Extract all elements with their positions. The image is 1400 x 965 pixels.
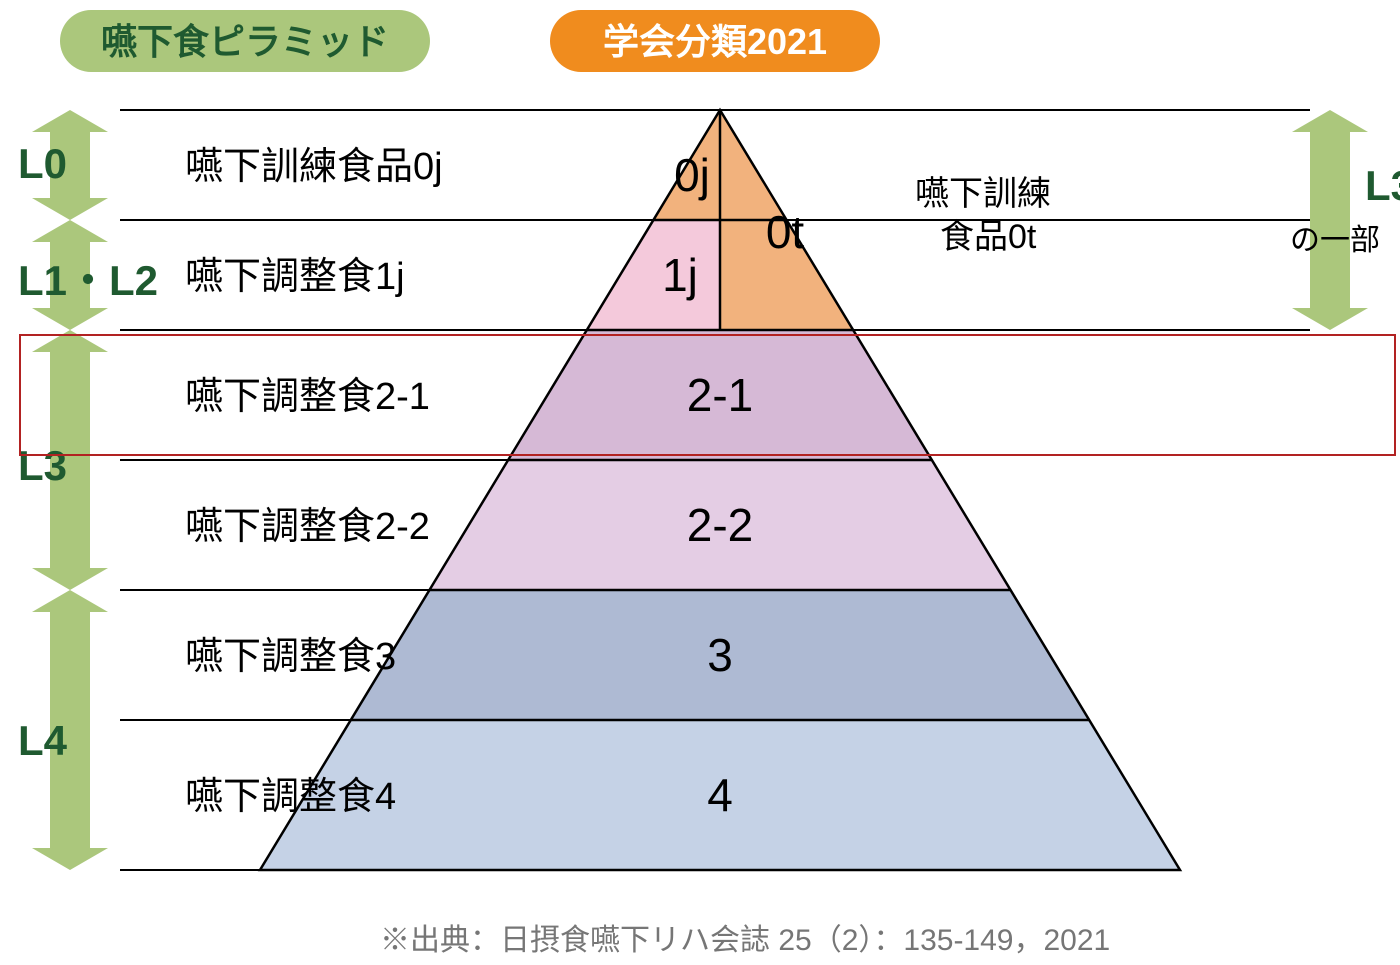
row-label-4: 嚥下調整食4	[185, 776, 396, 818]
level-label-left: L0	[18, 140, 67, 187]
code-1j: 1j	[662, 249, 698, 301]
code-2-1: 2-1	[687, 369, 753, 421]
level-label-left: L4	[18, 717, 68, 764]
row-label-1j: 嚥下調整食1j	[185, 256, 405, 298]
code-0j: 0j	[674, 149, 710, 201]
code-3: 3	[707, 629, 733, 681]
code-2-2: 2-2	[687, 499, 753, 551]
row-label-2-1: 嚥下調整食2-1	[185, 376, 430, 418]
row-label-2-2: 嚥下調整食2-2	[185, 506, 430, 548]
level-label-right: L3	[1365, 162, 1400, 209]
header-pill-right-text: 学会分類2021	[603, 21, 827, 62]
wedge-0t-label-2: 食品0t	[940, 218, 1037, 256]
code-4: 4	[707, 769, 733, 821]
level-label-left: L3	[18, 442, 67, 489]
header-pill-left-text: 嚥下食ピラミッド	[101, 21, 389, 62]
row-label-3: 嚥下調整食3	[185, 636, 396, 678]
level-label-left: L1・L2	[18, 257, 158, 304]
wedge-0t-label-1: 嚥下訓練	[915, 175, 1051, 213]
level-label-right-sub: の一部	[1290, 224, 1380, 257]
code-0t: 0t	[766, 206, 805, 258]
row-label-0j: 嚥下訓練食品0j	[185, 146, 443, 188]
footnote: ※出典：日摂食嚥下リハ会誌 25（2）：135-149，2021	[380, 924, 1110, 957]
